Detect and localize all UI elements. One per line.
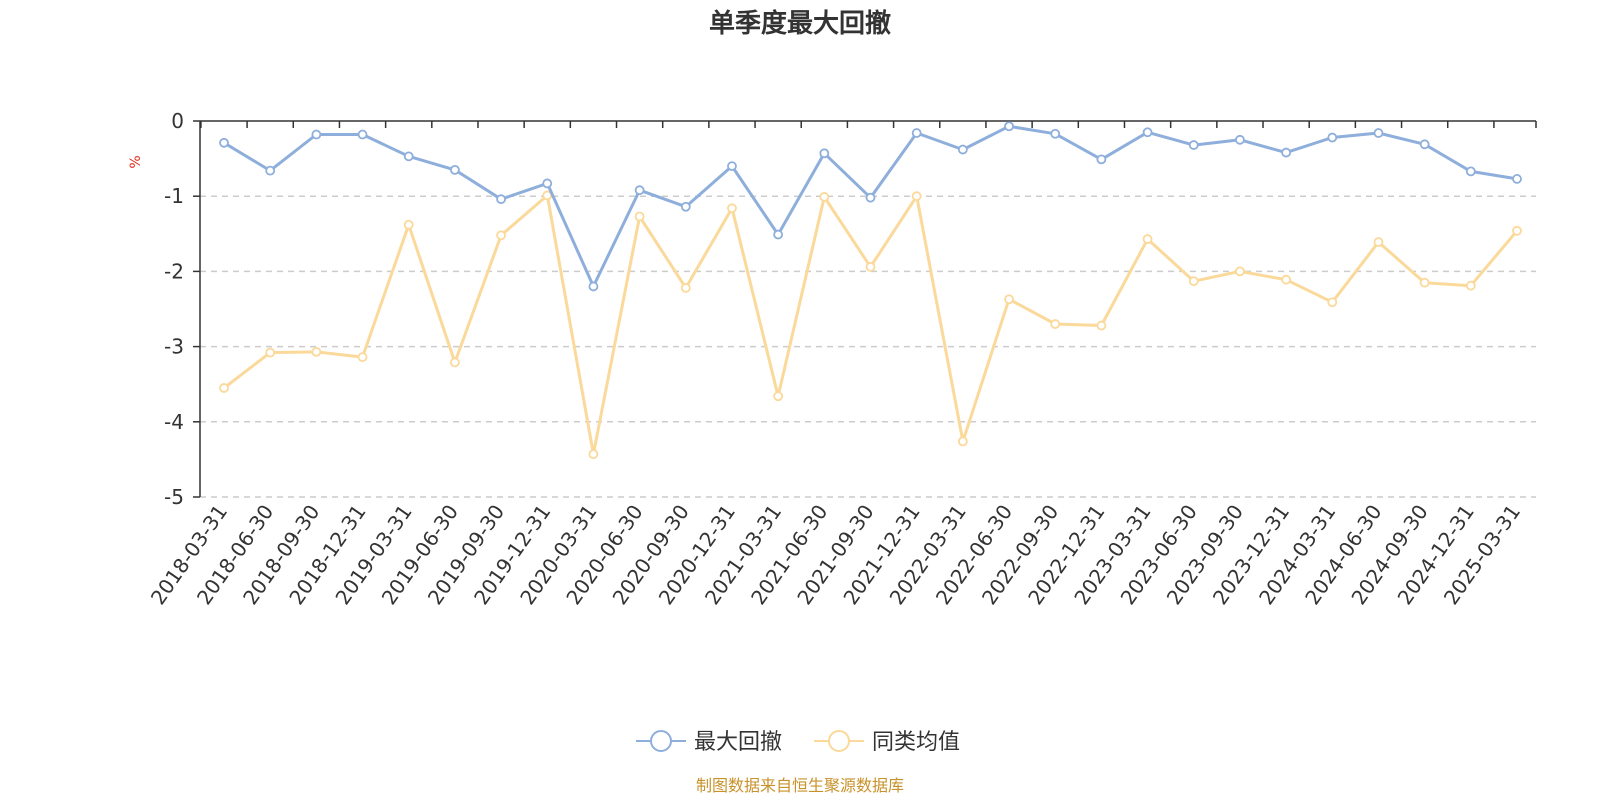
data-point (1188, 140, 1199, 150)
data-point (727, 203, 737, 214)
data-point (542, 178, 553, 189)
data-point (1142, 127, 1153, 138)
grid-lines (200, 195, 1536, 498)
data-point (449, 164, 460, 175)
legend-label: 同类均值 (872, 730, 960, 755)
y-tick-label: -1 (164, 184, 184, 208)
data-point (265, 165, 276, 176)
data-point (449, 357, 460, 368)
data-point (1142, 234, 1153, 244)
data-point (1419, 139, 1430, 150)
data-point (1004, 294, 1014, 305)
legend-item[interactable]: 最大回撤 (636, 730, 782, 755)
data-point (819, 148, 830, 159)
y-tick-label: -4 (164, 410, 184, 434)
data-point (865, 261, 876, 272)
data-point (1512, 225, 1522, 236)
data-point (403, 219, 414, 230)
data-point (588, 281, 599, 292)
legend-item[interactable]: 同类均值 (814, 730, 960, 755)
y-tick-label: -3 (164, 335, 184, 359)
data-point (311, 129, 322, 140)
data-point (865, 192, 876, 203)
data-point (357, 129, 368, 140)
data-point (727, 161, 737, 172)
series-2 (219, 190, 1522, 460)
data-point (1465, 280, 1476, 291)
data-point (1050, 319, 1061, 329)
data-point (1327, 297, 1338, 308)
data-point (403, 151, 414, 162)
data-point (1281, 274, 1292, 285)
data-point (680, 283, 691, 293)
data-point (219, 383, 229, 393)
data-point (496, 230, 506, 241)
series-group (219, 121, 1522, 460)
legend-marker-icon (828, 730, 850, 752)
data-point (819, 192, 830, 202)
data-point (680, 201, 691, 212)
y-tick-label: -2 (164, 259, 184, 283)
axes: 0-1-2-3-4-52018-03-312018-06-302018-09-3… (146, 109, 1537, 609)
data-point (1373, 128, 1384, 138)
data-point (219, 137, 229, 148)
data-point (1235, 266, 1245, 277)
series-1 (219, 121, 1522, 292)
data-point (634, 211, 645, 222)
data-point (311, 346, 322, 357)
data-source-note: 制图数据来自恒生聚源数据库 (696, 776, 904, 795)
data-point (1419, 277, 1430, 288)
data-point (496, 194, 506, 205)
data-point (911, 191, 922, 202)
data-point (1050, 128, 1061, 139)
data-point (1096, 320, 1107, 331)
series-line (223, 193, 1519, 456)
y-tick-label: 0 (171, 109, 184, 133)
data-point (957, 144, 968, 155)
data-point (1373, 237, 1384, 247)
y-axis-unit: % (128, 155, 144, 168)
data-point (773, 229, 784, 240)
data-point (1096, 154, 1107, 165)
legend[interactable]: 最大回撤 同类均值 (636, 730, 960, 755)
data-point (1004, 121, 1014, 132)
legend-marker-icon (650, 730, 672, 752)
data-point (957, 436, 968, 447)
data-point (1281, 147, 1292, 158)
data-point (1188, 276, 1199, 287)
legend-label: 最大回撤 (694, 730, 782, 755)
data-point (911, 128, 922, 138)
data-point (1512, 174, 1522, 184)
data-point (1327, 132, 1338, 143)
data-point (265, 347, 276, 358)
data-point (357, 352, 368, 363)
data-point (1235, 134, 1245, 145)
data-point (773, 391, 784, 402)
data-point (634, 185, 645, 196)
chart-title: 单季度最大回撤 (709, 8, 891, 39)
data-point (1465, 166, 1476, 177)
y-tick-label: -5 (164, 485, 184, 509)
data-point (588, 449, 599, 460)
